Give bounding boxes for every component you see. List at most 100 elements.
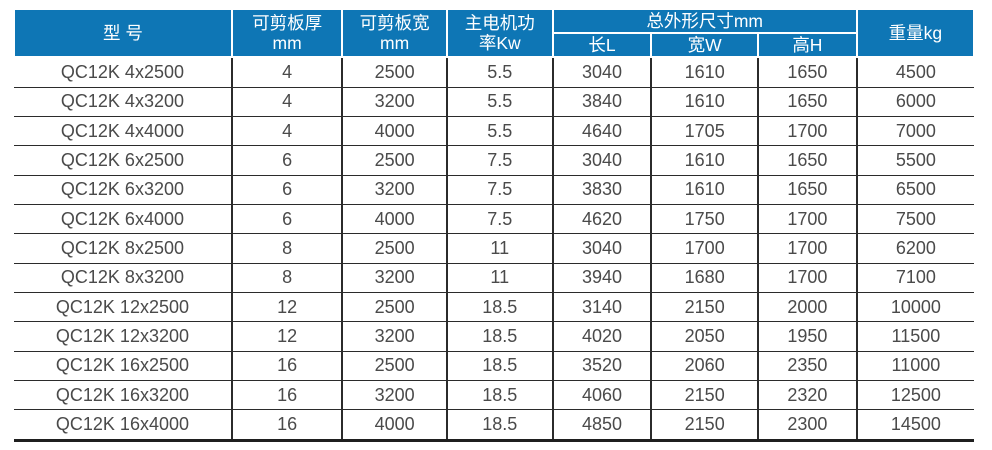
cell-model: QC12K 12x2500 xyxy=(14,292,232,323)
header-row-sub: 长L 宽W 高H xyxy=(14,32,974,58)
cell-length-l: 3140 xyxy=(551,292,652,323)
table-row: QC12K 16x3200 16 3200 18.5 4060 2150 2320 12500 xyxy=(14,380,974,411)
cell-length-l: 3040 xyxy=(551,57,652,88)
cell-length-l: 3940 xyxy=(551,263,652,293)
table-header: 型 号 可剪板厚 mm 可剪板宽 mm 主电机功 率Kw 总外形尺寸mm 重量k… xyxy=(13,8,976,58)
cell-model: QC12K 16x3200 xyxy=(14,380,232,411)
cell-plate-thickness: 8 xyxy=(230,233,343,264)
cell-model: QC12K 6x2500 xyxy=(14,145,232,176)
cell-length-l: 4620 xyxy=(551,204,652,235)
cell-height-h: 1650 xyxy=(756,175,857,205)
table-row: QC12K 12x2500 12 2500 18.5 3140 2150 2000 10000 xyxy=(14,292,974,323)
cell-motor-power: 7.5 xyxy=(445,145,553,176)
cell-length-l: 4020 xyxy=(551,321,652,352)
cell-model: QC12K 8x3200 xyxy=(14,263,232,293)
cell-plate-width: 4000 xyxy=(341,409,447,442)
cell-length-l: 3520 xyxy=(551,351,652,381)
cell-motor-power: 11 xyxy=(445,233,553,264)
header-weight: 重量kg xyxy=(855,8,976,58)
cell-plate-width: 3200 xyxy=(341,87,447,117)
cell-plate-thickness: 6 xyxy=(230,145,343,176)
cell-plate-width: 2500 xyxy=(341,351,447,381)
cell-weight: 6500 xyxy=(855,175,974,205)
cell-plate-width: 4000 xyxy=(341,204,447,235)
cell-height-h: 1700 xyxy=(756,233,857,264)
cell-length-l: 4850 xyxy=(551,409,652,442)
cell-height-h: 2000 xyxy=(756,292,857,323)
table-row: QC12K 8x2500 8 2500 11 3040 1700 1700 6200 xyxy=(14,233,974,264)
cell-weight: 7100 xyxy=(855,263,974,293)
header-plate-thickness: 可剪板厚 mm xyxy=(230,8,344,58)
cell-model: QC12K 4x4000 xyxy=(14,116,232,147)
cell-height-h: 1950 xyxy=(756,321,857,352)
table-row: QC12K 6x2500 6 2500 7.5 3040 1610 1650 5500 xyxy=(14,145,974,176)
cell-motor-power: 5.5 xyxy=(445,87,553,117)
cell-width-w: 1610 xyxy=(650,57,758,88)
cell-motor-power: 18.5 xyxy=(445,292,553,323)
cell-weight: 12500 xyxy=(855,380,974,411)
header-height: 高H xyxy=(756,32,858,58)
cell-plate-thickness: 4 xyxy=(230,57,343,88)
cell-plate-width: 2500 xyxy=(341,233,447,264)
cell-plate-width: 3200 xyxy=(341,175,447,205)
cell-plate-width: 3200 xyxy=(341,380,447,411)
cell-model: QC12K 8x2500 xyxy=(14,233,232,264)
cell-width-w: 1750 xyxy=(650,204,758,235)
table-row: QC12K 6x3200 6 3200 7.5 3830 1610 1650 6500 xyxy=(14,175,974,205)
cell-width-w: 1610 xyxy=(650,175,758,205)
cell-width-w: 2060 xyxy=(650,351,758,381)
cell-plate-width: 3200 xyxy=(341,263,447,293)
cell-width-w: 2150 xyxy=(650,292,758,323)
cell-motor-power: 18.5 xyxy=(445,380,553,411)
cell-motor-power: 5.5 xyxy=(445,116,553,147)
cell-length-l: 4640 xyxy=(551,116,652,147)
cell-model: QC12K 16x2500 xyxy=(14,351,232,381)
cell-model: QC12K 16x4000 xyxy=(14,409,232,442)
cell-length-l: 3040 xyxy=(551,145,652,176)
cell-model: QC12K 6x4000 xyxy=(14,204,232,235)
cell-height-h: 1700 xyxy=(756,204,857,235)
cell-weight: 14500 xyxy=(855,409,974,442)
cell-plate-thickness: 6 xyxy=(230,204,343,235)
cell-weight: 7000 xyxy=(855,116,974,147)
cell-motor-power: 18.5 xyxy=(445,321,553,352)
table-body: QC12K 4x2500 4 2500 5.5 3040 1610 1650 4500 QC12… xyxy=(14,57,974,442)
cell-motor-power: 5.5 xyxy=(445,57,553,88)
cell-model: QC12K 4x2500 xyxy=(14,57,232,88)
cell-length-l: 3040 xyxy=(551,233,652,264)
cell-weight: 6000 xyxy=(855,87,974,117)
cell-motor-power: 7.5 xyxy=(445,204,553,235)
cell-width-w: 1610 xyxy=(650,145,758,176)
header-dimensions-group: 总外形尺寸mm xyxy=(551,8,858,34)
cell-width-w: 1705 xyxy=(650,116,758,147)
table-row: QC12K 6x4000 6 4000 7.5 4620 1750 1700 7500 xyxy=(14,204,974,235)
cell-plate-thickness: 12 xyxy=(230,321,343,352)
cell-motor-power: 11 xyxy=(445,263,553,293)
header-motor-power: 主电机功 率Kw xyxy=(445,8,554,58)
cell-plate-thickness: 4 xyxy=(230,87,343,117)
cell-motor-power: 18.5 xyxy=(445,351,553,381)
cell-height-h: 2320 xyxy=(756,380,857,411)
cell-model: QC12K 12x3200 xyxy=(14,321,232,352)
cell-height-h: 1700 xyxy=(756,116,857,147)
cell-weight: 11500 xyxy=(855,321,974,352)
cell-model: QC12K 6x3200 xyxy=(14,175,232,205)
cell-weight: 7500 xyxy=(855,204,974,235)
cell-width-w: 1610 xyxy=(650,87,758,117)
header-length: 长L xyxy=(551,32,653,58)
cell-height-h: 1650 xyxy=(756,87,857,117)
cell-width-w: 2150 xyxy=(650,380,758,411)
cell-motor-power: 7.5 xyxy=(445,175,553,205)
cell-weight: 10000 xyxy=(855,292,974,323)
cell-plate-thickness: 12 xyxy=(230,292,343,323)
table-row: QC12K 4x2500 4 2500 5.5 3040 1610 1650 4500 xyxy=(14,57,974,88)
cell-plate-thickness: 8 xyxy=(230,263,343,293)
cell-plate-thickness: 16 xyxy=(230,351,343,381)
cell-weight: 6200 xyxy=(855,233,974,264)
specification-table: 型 号 可剪板厚 mm 可剪板宽 mm 主电机功 率Kw 总外形尺寸mm 重量k… xyxy=(13,8,976,442)
table-row: QC12K 12x3200 12 3200 18.5 4020 2050 1950 11500 xyxy=(14,321,974,352)
header-model: 型 号 xyxy=(13,8,233,58)
cell-plate-thickness: 4 xyxy=(230,116,343,147)
table-row: QC12K 4x4000 4 4000 5.5 4640 1705 1700 7000 xyxy=(14,116,974,147)
